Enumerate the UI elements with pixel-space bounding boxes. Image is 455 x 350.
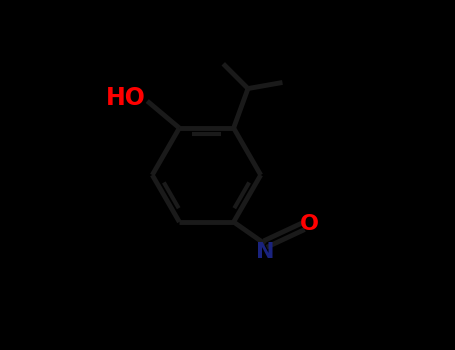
Text: N: N (256, 242, 274, 262)
Text: HO: HO (106, 86, 146, 110)
Text: O: O (300, 214, 319, 233)
